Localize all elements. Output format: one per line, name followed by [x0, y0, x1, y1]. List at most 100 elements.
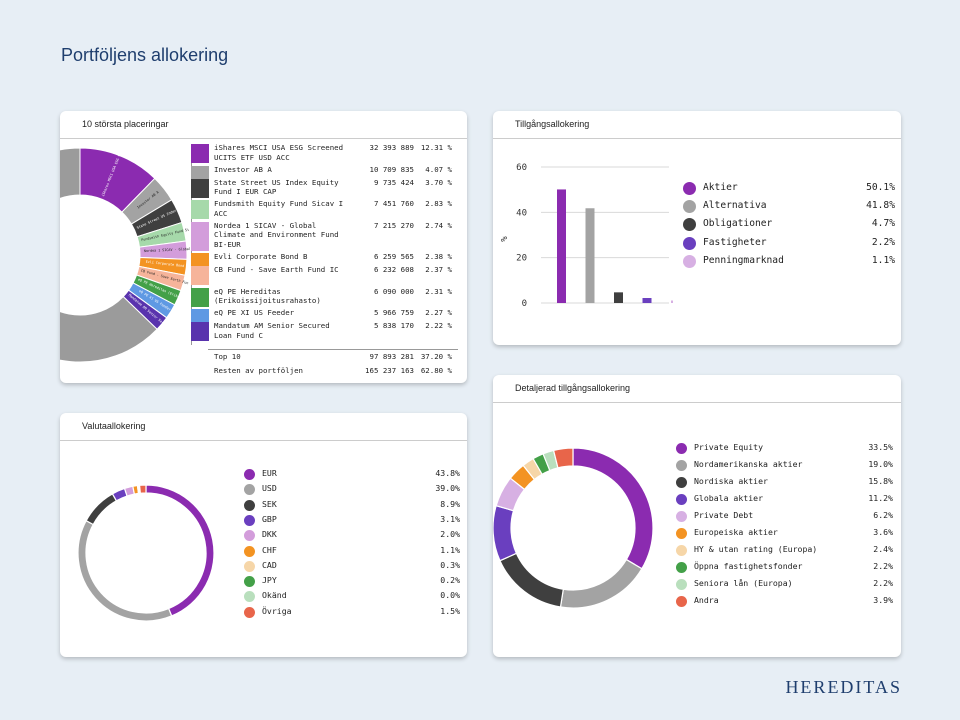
legend-value: 2.2% [873, 561, 893, 571]
legend-swatch [244, 560, 255, 572]
holding-percent: 12.31 % [420, 143, 452, 152]
detailed-legend-item: Private Debt 6.2% [676, 509, 893, 525]
legend-swatch [676, 494, 687, 505]
legend-swatch [244, 499, 255, 511]
currency-legend-item: Övriga 1.5% [244, 605, 460, 621]
legend-swatch [676, 443, 687, 454]
currency-legend-item: GBP 3.1% [244, 513, 460, 529]
legend-value: 33.5% [868, 442, 893, 452]
currency-legend-item: JPY 0.2% [244, 574, 460, 590]
holding-swatch [191, 266, 209, 286]
legend-value: 2.4% [873, 544, 893, 554]
total-amount: 97 893 281 [369, 352, 415, 361]
currency-legend-item: CAD 0.3% [244, 559, 460, 575]
page-title: Portföljens allokering [61, 45, 229, 65]
top10-slice-label: Evli Corporate Bond B [146, 260, 189, 269]
holding-swatch [191, 322, 209, 342]
card-title-top10: 10 största placeringar [82, 119, 169, 129]
total-percent: 37.20 % [420, 352, 452, 361]
legend-value: 2.0% [440, 529, 460, 540]
card-divider [493, 402, 901, 403]
hereditas-logo: HEREDITAS [785, 677, 902, 697]
legend-swatch [244, 469, 255, 480]
legend-value: 39.0% [435, 483, 460, 494]
detailed-legend-item: Andra 3.9% [676, 594, 893, 610]
legend-swatch [683, 182, 696, 195]
detailed-legend-item: Private Equity 33.5% [676, 441, 893, 457]
holding-percent: 4.07 % [425, 164, 452, 174]
holding-amount: 5 838 170 [373, 321, 414, 331]
currency-slice-eur [145, 484, 215, 617]
holding-percent: 2.22 % [425, 321, 452, 331]
currency-legend-item: CHF 1.1% [244, 544, 460, 560]
card-title-currency: Valutaallokering [82, 421, 146, 431]
holding-swatch [191, 221, 209, 251]
legend-swatch [676, 596, 687, 607]
holding-amount: 6 232 608 [373, 265, 414, 274]
legend-swatch [244, 530, 255, 542]
asset-legend-item: Aktier 50.1% [683, 181, 895, 197]
detailed-slice-nordiska-aktier [499, 552, 564, 608]
holding-swatch [191, 253, 209, 270]
holding-name: Evli Corporate Bond B [214, 252, 308, 262]
top10-slice-rest [60, 147, 158, 363]
card-currency: Valutaallokering EUR 43.8% USD 39.0% SEK 8.9%… [60, 413, 467, 657]
legend-value: 41.8% [866, 200, 895, 212]
total-amount: 165 237 163 [365, 366, 414, 375]
holding-swatch [191, 165, 209, 182]
legend-value: 50.1% [866, 182, 895, 193]
total-label: Resten av portföljen [214, 366, 303, 375]
detailed-legend-item: Seniora lån (Europa) 2.2% [676, 577, 893, 593]
card-title-asset: Tillgångsallokering [515, 119, 590, 129]
bar-penningmarknad [671, 300, 673, 303]
holding-percent: 2.83 % [425, 199, 452, 209]
detailed-legend-item: Globala aktier 11.2% [676, 492, 893, 508]
legend-label: Öppna fastighetsfonder [694, 561, 803, 571]
currency-slice-övriga [138, 484, 147, 494]
holding-percent: 2.38 % [425, 252, 452, 262]
legend-swatch [244, 591, 255, 603]
detailed-slice-nordamerikanska-aktier [559, 558, 643, 609]
asset-legend-item: Fastigheter 2.2% [683, 236, 895, 252]
top10-slice-label: Nordea 1 SICAV - Global [144, 247, 190, 253]
legend-label: GBP [262, 513, 277, 524]
y-tick-label: 40 [516, 208, 527, 218]
asset-legend-item: Alternativa 41.8% [683, 199, 895, 215]
legend-swatch [683, 200, 696, 214]
card-asset-allocation: Tillgångsallokering 0 20 40 60% Aktier 50.1%… [493, 111, 901, 345]
holding-name: CB Fund - Save Earth Fund IC [214, 265, 339, 274]
legend-value: 3.1% [440, 513, 460, 524]
card-detailed: Detaljerad tillgångsallokering Private E… [493, 375, 901, 657]
legend-label: Private Equity [694, 442, 764, 452]
legend-swatch [676, 562, 687, 573]
holding-name: eQ PE XI US Feeder [214, 308, 295, 318]
bar-obligationer [614, 292, 623, 303]
legend-swatch [676, 579, 687, 590]
legend-swatch [683, 218, 696, 232]
currency-legend-item: Okänd 0.0% [244, 589, 460, 605]
legend-swatch [676, 528, 687, 539]
legend-label: Aktier [703, 182, 738, 193]
currency-slice-usd [77, 519, 173, 622]
detailed-legend-item: HY & utan rating (Europa) 2.4% [676, 543, 893, 559]
holding-name: Mandatum AM Senior Secured Loan Fund C [214, 321, 330, 340]
total-label: Top 10 [214, 352, 241, 361]
holding-name: eQ PE Hereditas (Erikoissijoitusrahasto) [214, 286, 321, 306]
legend-swatch [676, 460, 687, 471]
legend-value: 1.1% [871, 254, 895, 266]
legend-value: 15.8% [868, 476, 893, 486]
card-divider [60, 440, 467, 441]
detailed-legend-item: Europeiska aktier 3.6% [676, 526, 893, 542]
holding-percent: 3.70 % [425, 177, 452, 187]
legend-swatch [676, 477, 687, 488]
legend-swatch [244, 514, 255, 526]
legend-label: CAD [262, 559, 277, 570]
bar-aktier [557, 189, 566, 303]
legend-value: 0.2% [440, 575, 460, 586]
legend-swatch [676, 545, 687, 556]
legend-label: Okänd [262, 590, 287, 601]
legend-label: HY & utan rating (Europa) [694, 544, 818, 554]
holding-amount: 32 393 889 [369, 143, 415, 152]
currency-legend-item: SEK 8.9% [244, 498, 460, 514]
